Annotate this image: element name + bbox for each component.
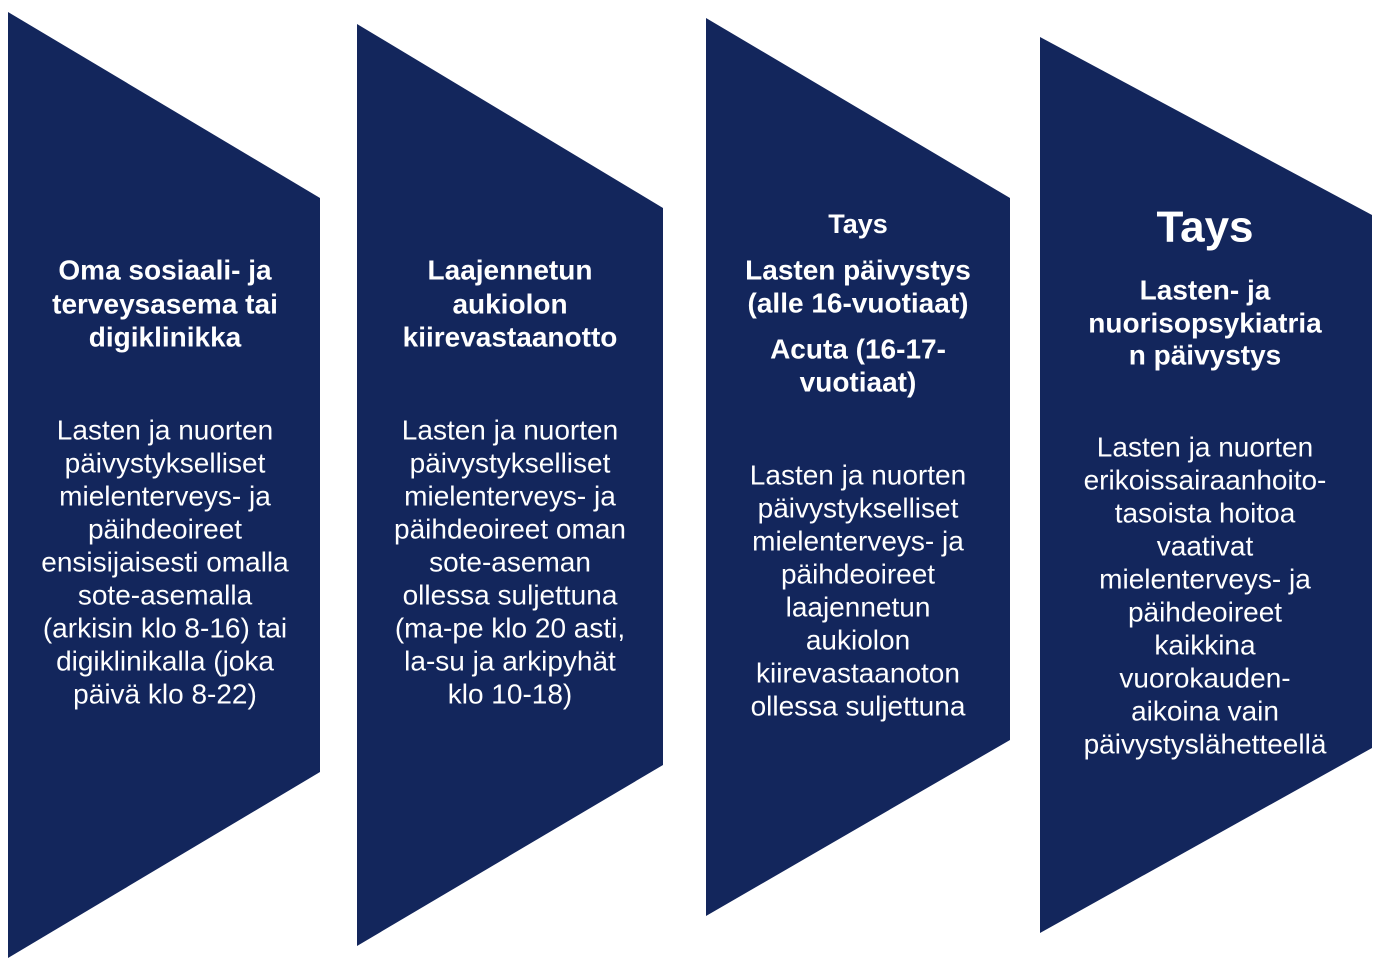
- panel-body: päivystykselliset: [410, 447, 611, 478]
- panel-body: Lasten ja nuorten: [1097, 431, 1313, 462]
- chevron: [706, 18, 1010, 916]
- panel-body: päihdeoireet: [1128, 596, 1282, 627]
- panel-title: Acuta (16-17-: [770, 333, 946, 364]
- panel-title: kiirevastaanotto: [403, 321, 618, 352]
- panel-title: Laajennetun: [428, 254, 593, 285]
- panel-body: aikoina vain: [1131, 695, 1279, 726]
- panel-body: ollessa suljettuna: [403, 579, 618, 610]
- panel-body: vaativat: [1157, 530, 1254, 561]
- panel-body: ensisijaisesti omalla: [41, 546, 289, 577]
- chevron: [357, 24, 663, 946]
- panel-body: klo 10-18): [448, 678, 573, 709]
- panel-title: aukiolon: [452, 288, 567, 319]
- panel-body: Lasten ja nuorten: [57, 414, 273, 445]
- chevron: [8, 12, 320, 958]
- panel-body: tasoista hoitoa: [1115, 497, 1296, 528]
- panel-title: digiklinikka: [89, 321, 242, 352]
- chevron: [1040, 37, 1372, 933]
- panel-body: mielenterveys- ja: [1099, 563, 1311, 594]
- panel-title: (alle 16-vuotiaat): [748, 287, 969, 318]
- panel-body: la-su ja arkipyhät: [404, 645, 616, 676]
- panel-heading: Tays: [1156, 203, 1253, 252]
- panel-title: n päivystys: [1129, 339, 1282, 370]
- panel-body: päivystykselliset: [758, 492, 959, 523]
- panel-body: kiirevastaanoton: [756, 657, 960, 688]
- panel-body: erikoissairaanhoito-: [1084, 464, 1327, 495]
- panel-body: sote-asemalla: [78, 579, 253, 610]
- panel-body: digiklinikalla (joka: [56, 645, 274, 676]
- panel-body: mielenterveys- ja: [59, 480, 271, 511]
- panel-body: vuorokauden-: [1119, 662, 1290, 693]
- panel-title: Lasten päivystys: [745, 254, 971, 285]
- panel-body: päihdeoireet: [781, 558, 935, 589]
- panel-body: ollessa suljettuna: [751, 690, 966, 721]
- panel-body: mielenterveys- ja: [752, 525, 964, 556]
- panel-heading: Tays: [828, 209, 888, 239]
- panel-title: Oma sosiaali- ja: [58, 254, 272, 285]
- panel-body: sote-aseman: [429, 546, 591, 577]
- panel-body: mielenterveys- ja: [404, 480, 616, 511]
- panel-body: päivystyslähetteellä: [1084, 728, 1327, 759]
- panel-title: nuorisopsykiatria: [1088, 307, 1322, 338]
- panel-body: (arkisin klo 8-16) tai: [43, 612, 287, 643]
- panel-title: terveysasema tai: [52, 288, 278, 319]
- panel-body: kaikkina: [1154, 629, 1256, 660]
- panel-body: Lasten ja nuorten: [402, 414, 618, 445]
- panel-title: vuotiaat): [800, 366, 917, 397]
- panel-body: laajennetun: [786, 591, 931, 622]
- panel-title: Lasten- ja: [1140, 274, 1271, 305]
- panel-body: päivystykselliset: [65, 447, 266, 478]
- panel-body: Lasten ja nuorten: [750, 459, 966, 490]
- panel-body: (ma-pe klo 20 asti,: [395, 612, 625, 643]
- panel-body: päivä klo 8-22): [73, 678, 257, 709]
- panel-body: aukiolon: [806, 624, 910, 655]
- panel-body: päihdeoireet oman: [394, 513, 626, 544]
- panel-body: päihdeoireet: [88, 513, 242, 544]
